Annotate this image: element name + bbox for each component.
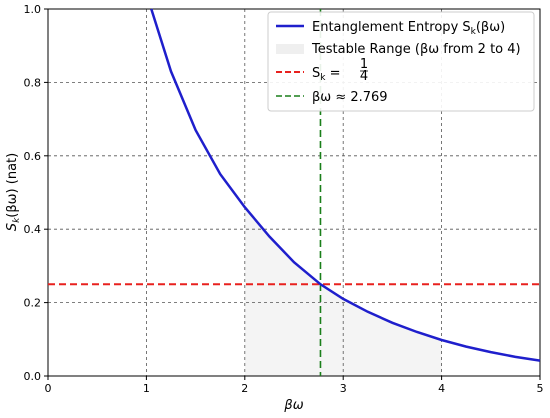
legend-label-range: Testable Range (βω from 2 to 4) <box>311 42 521 57</box>
entropy-curve <box>150 8 541 362</box>
y-tick-label: 1.0 <box>24 3 42 16</box>
legend-swatch-range <box>276 44 304 54</box>
x-tick-label: 2 <box>241 382 248 395</box>
legend-label-threshold: Sk = <box>312 66 341 83</box>
plot-frame <box>47 8 541 377</box>
svg-text:4: 4 <box>360 69 368 84</box>
svg-text:1: 1 <box>360 57 368 72</box>
y-tick-label: 0.2 <box>24 297 42 310</box>
x-tick-label: 5 <box>537 382 544 395</box>
y-axis-ticks: 0.0 0.2 0.4 0.6 0.8 1.0 <box>24 3 48 383</box>
y-tick-label: 0.8 <box>24 76 42 89</box>
x-tick-label: 3 <box>340 382 347 395</box>
x-tick-label: 0 <box>45 382 52 395</box>
y-axis-label: Sk(βω) (nat) <box>5 153 22 231</box>
x-tick-label: 1 <box>143 382 150 395</box>
x-axis-label: βω <box>283 398 303 413</box>
legend-label-entropy: Entanglement Entropy Sk(βω) <box>312 20 505 37</box>
y-tick-label: 0.4 <box>24 223 42 236</box>
legend-box <box>267 11 535 112</box>
legend: Entanglement Entropy Sk(βω) Testable Ran… <box>267 11 535 112</box>
legend-label-intersection: βω ≈ 2.769 <box>312 90 388 105</box>
x-tick-label: 4 <box>438 382 445 395</box>
testable-range-area <box>244 207 442 376</box>
y-tick-label: 0.6 <box>24 150 42 163</box>
y-tick-label: 0.0 <box>24 370 42 383</box>
legend-fraction: 1 4 <box>360 57 368 84</box>
x-axis-ticks: 0 1 2 3 4 5 <box>45 376 544 395</box>
